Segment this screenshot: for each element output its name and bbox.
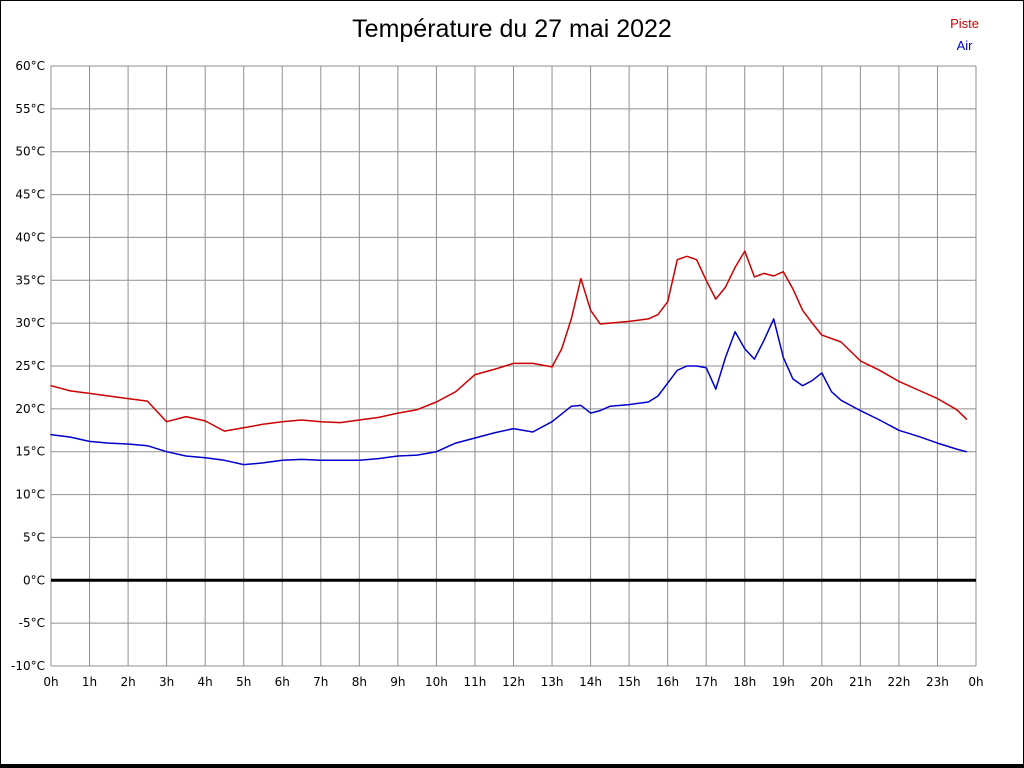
x-axis-tick-label: 18h <box>733 675 756 689</box>
chart-legend: Piste Air <box>950 13 979 57</box>
x-axis-tick-label: 5h <box>236 675 251 689</box>
y-axis-tick-label: 55°C <box>15 102 45 116</box>
y-axis-tick-label: 50°C <box>15 145 45 159</box>
series-line-air <box>50 318 968 466</box>
x-axis-tick-label: 0h <box>43 675 58 689</box>
y-axis-tick-label: 0°C <box>23 573 45 587</box>
x-axis-tick-label: 6h <box>275 675 290 689</box>
x-axis-tick-label: 15h <box>618 675 641 689</box>
x-axis-tick-label: 19h <box>772 675 795 689</box>
x-axis-tick-label: 11h <box>464 675 487 689</box>
y-axis-tick-label: 25°C <box>15 359 45 373</box>
x-axis-tick-label: 20h <box>810 675 833 689</box>
y-axis-tick-label: 15°C <box>15 445 45 459</box>
x-axis-tick-label: 4h <box>198 675 213 689</box>
x-axis-tick-label: 14h <box>579 675 602 689</box>
y-axis-tick-label: 10°C <box>15 488 45 502</box>
y-axis-tick-label: 20°C <box>15 402 45 416</box>
x-axis-tick-label: 13h <box>541 675 564 689</box>
y-axis-tick-label: 30°C <box>15 316 45 330</box>
x-axis-tick-label: 0h <box>968 675 983 689</box>
x-axis-tick-label: 1h <box>82 675 97 689</box>
x-axis-tick-label: 10h <box>425 675 448 689</box>
legend-item-piste: Piste <box>950 16 979 31</box>
y-axis-tick-label: 40°C <box>15 230 45 244</box>
x-axis-tick-label: 22h <box>887 675 910 689</box>
y-axis-tick-label: -10°C <box>11 659 45 673</box>
x-axis-tick-label: 8h <box>352 675 367 689</box>
x-axis-tick-label: 9h <box>390 675 405 689</box>
x-axis-tick-label: 16h <box>656 675 679 689</box>
y-axis-tick-label: -5°C <box>19 616 45 630</box>
chart-title: Température du 27 mai 2022 <box>352 15 672 43</box>
x-axis-tick-label: 7h <box>313 675 328 689</box>
legend-item-air: Air <box>956 38 973 54</box>
x-axis-tick-label: 2h <box>120 675 135 689</box>
x-axis-tick-label: 17h <box>695 675 718 689</box>
y-axis-tick-label: 45°C <box>15 188 45 202</box>
x-axis-tick-label: 3h <box>159 675 174 689</box>
x-axis-tick-label: 12h <box>502 675 525 689</box>
y-axis-tick-label: 35°C <box>15 273 45 287</box>
x-axis-tick-label: 23h <box>926 675 949 689</box>
x-axis-tick-label: 21h <box>849 675 872 689</box>
series-line-piste <box>50 250 968 432</box>
y-axis-tick-label: 60°C <box>15 59 45 73</box>
y-axis-tick-label: 5°C <box>23 530 45 544</box>
